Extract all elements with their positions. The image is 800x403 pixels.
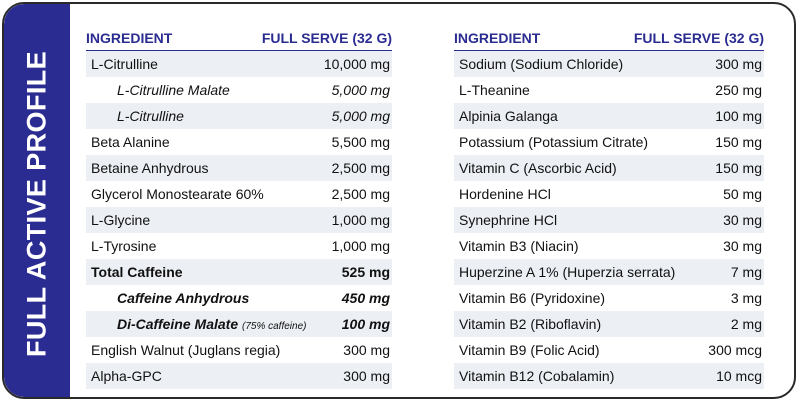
ingredient-amount: 525 mg	[341, 264, 390, 280]
right-ingredient-table: INGREDIENT FULL SERVE (32 G) Sodium (Sod…	[454, 26, 764, 389]
ingredient-amount: 300 mg	[715, 56, 762, 72]
ingredient-note: (75% caffeine)	[242, 321, 307, 332]
table-header: INGREDIENT FULL SERVE (32 G)	[454, 26, 764, 51]
ingredient-amount: 5,500 mg	[331, 134, 390, 150]
table-row: Potassium (Potassium Citrate) 150 mg	[454, 129, 764, 155]
ingredient-name: Beta Alanine	[91, 134, 170, 150]
ingredient-amount: 1,000 mg	[331, 212, 390, 228]
table-row-total-caffeine: Total Caffeine 525 mg	[86, 259, 392, 285]
table-row: Hordenine HCl 50 mg	[454, 181, 764, 207]
ingredient-name: Vitamin B2 (Riboflavin)	[459, 316, 602, 332]
ingredient-amount: 1,000 mg	[331, 238, 390, 254]
ingredient-name: L-Citrulline	[117, 108, 184, 124]
table-row: Caffeine Anhydrous 450 mg	[86, 285, 392, 311]
ingredient-amount: 10 mcg	[716, 368, 762, 384]
ingredient-amount: 300 mg	[343, 342, 390, 358]
table-row: Vitamin C (Ascorbic Acid) 150 mg	[454, 155, 764, 181]
table-row: Vitamin B12 (Cobalamin) 10 mcg	[454, 363, 764, 389]
table-row: Sodium (Sodium Chloride) 300 mg	[454, 51, 764, 77]
side-title: FULL ACTIVE PROFILE	[21, 50, 52, 358]
table-row: L-Citrulline Malate 5,000 mg	[86, 77, 392, 103]
ingredient-amount: 50 mg	[723, 186, 762, 202]
ingredient-amount: 450 mg	[341, 290, 390, 306]
ingredient-amount: 150 mg	[715, 160, 762, 176]
ingredient-amount: 30 mg	[723, 212, 762, 228]
ingredient-amount: 30 mg	[723, 238, 762, 254]
ingredient-name: L-Theanine	[459, 82, 530, 98]
table-row: Alpinia Galanga 100 mg	[454, 103, 764, 129]
ingredient-name: Betaine Anhydrous	[91, 160, 209, 176]
ingredient-name: Vitamin B9 (Folic Acid)	[459, 342, 600, 358]
ingredient-name: Potassium (Potassium Citrate)	[459, 134, 649, 150]
ingredient-name: Hordenine HCl	[459, 186, 551, 202]
ingredient-profile-card: FULL ACTIVE PROFILE INGREDIENT FULL SERV…	[2, 2, 796, 399]
header-full-serve: FULL SERVE (32 G)	[261, 30, 392, 46]
header-full-serve: FULL SERVE (32 G)	[633, 30, 764, 46]
table-row: Vitamin B9 (Folic Acid) 300 mcg	[454, 337, 764, 363]
ingredient-name: Total Caffeine	[91, 264, 183, 280]
table-row: Vitamin B3 (Niacin) 30 mg	[454, 233, 764, 259]
ingredient-name: Vitamin B12 (Cobalamin)	[459, 368, 615, 384]
table-row: Synephrine HCl 30 mg	[454, 207, 764, 233]
table-row: L-Theanine 250 mg	[454, 77, 764, 103]
ingredient-amount: 2 mg	[730, 316, 762, 332]
ingredient-amount: 10,000 mg	[323, 56, 390, 72]
ingredient-name: L-Tyrosine	[91, 238, 157, 254]
table-row: Alpha-GPC 300 mg	[86, 363, 392, 389]
side-banner: FULL ACTIVE PROFILE	[4, 4, 70, 397]
ingredient-name: Alpinia Galanga	[459, 108, 558, 124]
ingredient-name: Caffeine Anhydrous	[117, 290, 250, 306]
ingredient-amount: 100 mg	[715, 108, 762, 124]
ingredient-name: Vitamin C (Ascorbic Acid)	[459, 160, 617, 176]
left-ingredient-table: INGREDIENT FULL SERVE (32 G) L-Citrullin…	[86, 26, 392, 389]
ingredient-name: Vitamin B3 (Niacin)	[459, 238, 579, 254]
ingredient-name: Alpha-GPC	[91, 368, 162, 384]
ingredient-name: L-Citrulline	[91, 56, 158, 72]
table-row: Glycerol Monostearate 60% 2,500 mg	[86, 181, 392, 207]
ingredient-amount: 2,500 mg	[331, 160, 390, 176]
ingredient-amount: 300 mg	[343, 368, 390, 384]
ingredient-name: Di-Caffeine Malate	[117, 316, 239, 332]
ingredient-name: L-Glycine	[91, 212, 151, 228]
ingredient-amount: 100 mg	[341, 316, 390, 332]
ingredient-amount: 250 mg	[715, 82, 762, 98]
table-row: Vitamin B2 (Riboflavin) 2 mg	[454, 311, 764, 337]
ingredient-name: Vitamin B6 (Pyridoxine)	[459, 290, 606, 306]
header-ingredient: INGREDIENT	[86, 30, 173, 46]
ingredient-amount: 300 mcg	[708, 342, 762, 358]
ingredient-amount: 3 mg	[730, 290, 762, 306]
header-ingredient: INGREDIENT	[454, 30, 541, 46]
table-row: Beta Alanine 5,500 mg	[86, 129, 392, 155]
table-row: Vitamin B6 (Pyridoxine) 3 mg	[454, 285, 764, 311]
ingredient-amount: 5,000 mg	[331, 82, 390, 98]
table-row: Betaine Anhydrous 2,500 mg	[86, 155, 392, 181]
table-header: INGREDIENT FULL SERVE (32 G)	[86, 26, 392, 51]
ingredient-name: English Walnut (Juglans regia)	[91, 342, 281, 358]
table-row: L-Tyrosine 1,000 mg	[86, 233, 392, 259]
table-row: L-Glycine 1,000 mg	[86, 207, 392, 233]
ingredient-name: Huperzine A 1% (Huperzia serrata)	[459, 264, 676, 280]
table-row: L-Citrulline 5,000 mg	[86, 103, 392, 129]
ingredient-name: Sodium (Sodium Chloride)	[459, 56, 624, 72]
table-row: L-Citrulline 10,000 mg	[86, 51, 392, 77]
ingredient-name: Synephrine HCl	[459, 212, 558, 228]
ingredient-name: L-Citrulline Malate	[117, 82, 230, 98]
ingredient-amount: 150 mg	[715, 134, 762, 150]
ingredient-name: Glycerol Monostearate 60%	[91, 186, 264, 202]
ingredient-name-with-note: Di-Caffeine Malate (75% caffeine)	[91, 316, 306, 332]
table-row: Di-Caffeine Malate (75% caffeine) 100 mg	[86, 311, 392, 337]
table-row: English Walnut (Juglans regia) 300 mg	[86, 337, 392, 363]
table-row: Huperzine A 1% (Huperzia serrata) 7 mg	[454, 259, 764, 285]
ingredient-amount: 5,000 mg	[331, 108, 390, 124]
ingredient-amount: 7 mg	[730, 264, 762, 280]
ingredient-amount: 2,500 mg	[331, 186, 390, 202]
